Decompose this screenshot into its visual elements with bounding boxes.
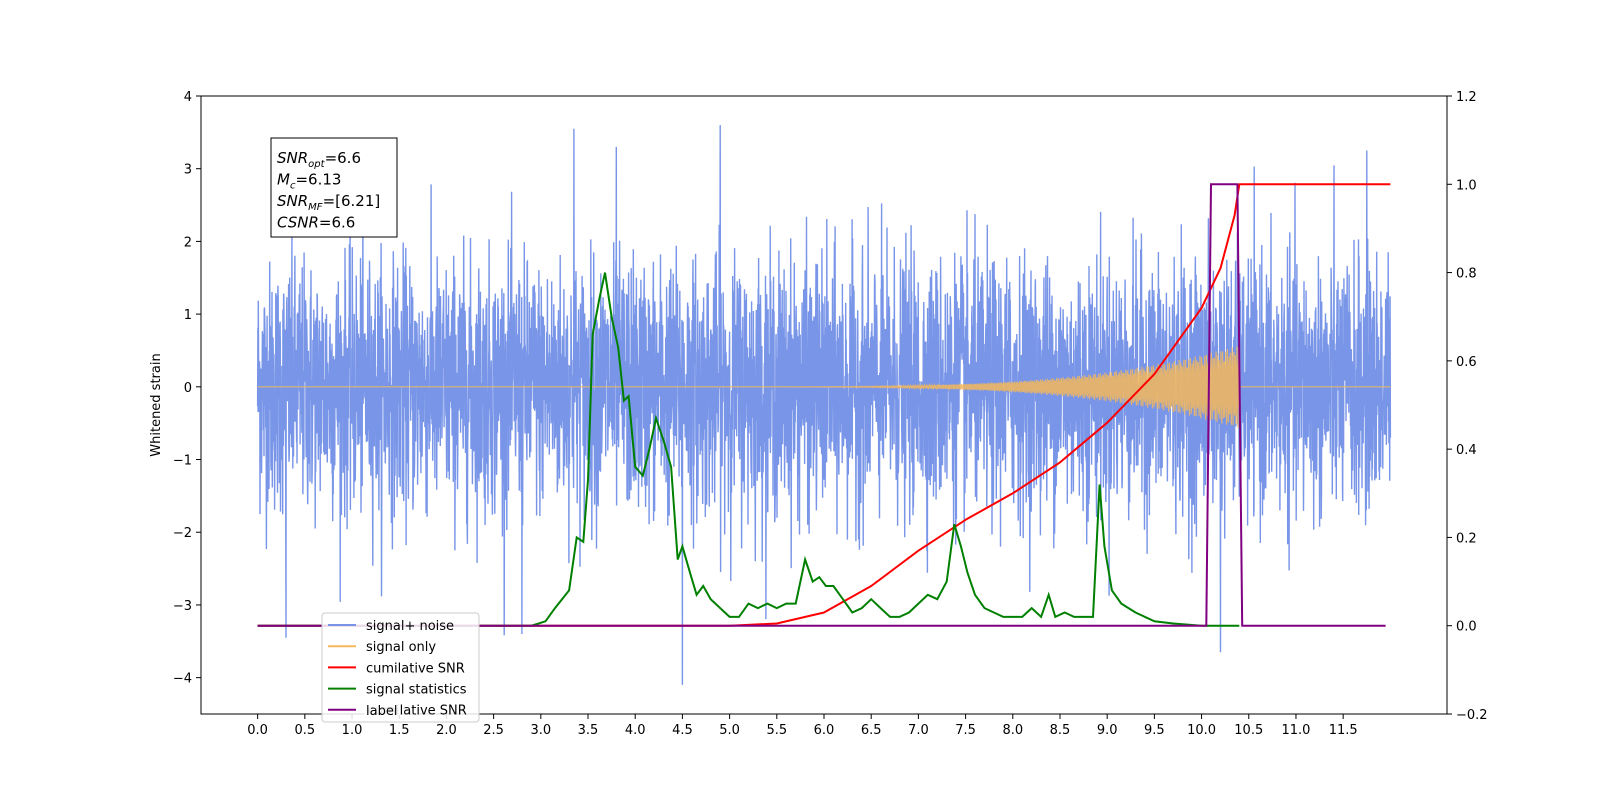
- x-tick-label: 3.5: [578, 723, 599, 738]
- series-signal-noise: [256, 125, 1392, 685]
- x-tick-label: 8.5: [1050, 723, 1071, 738]
- y-left-tick-label: 3: [184, 163, 192, 178]
- legend-entry: cumilative SNR: [366, 661, 465, 676]
- series-label: [257, 183, 1386, 627]
- x-tick-label: 11.0: [1281, 723, 1310, 738]
- y-left-tick-label: −1: [173, 454, 192, 469]
- x-tick-label: 4.0: [625, 723, 646, 738]
- x-tick-label: 1.0: [342, 723, 363, 738]
- x-tick-label: 10.0: [1187, 723, 1216, 738]
- x-tick-label: 11.5: [1329, 723, 1358, 738]
- annotation-line: Mc=6.13: [277, 171, 341, 192]
- series-signal-only: [257, 346, 1391, 428]
- y-left-tick-label: 1: [184, 308, 192, 323]
- y-axis-right: 1.2 1.0 0.8 0.6 0.4 0.2 0.0 −0.2: [1447, 90, 1488, 723]
- x-tick-label: 6.0: [814, 723, 835, 738]
- x-tick-label: 9.5: [1144, 723, 1165, 738]
- y-axis-left: 4 3 2 1 0 −1 −2 −3 −4: [173, 90, 201, 687]
- y-left-tick-label: −4: [173, 672, 192, 687]
- y-right-tick-label: 1.0: [1456, 178, 1477, 193]
- series-cumulative-snr: [257, 183, 1391, 627]
- annotation-line: SNRMF=[6.21]: [277, 192, 380, 213]
- x-tick-label: 7.0: [908, 723, 929, 738]
- x-tick-label: 5.0: [719, 723, 740, 738]
- x-tick-label: 6.5: [861, 723, 882, 738]
- legend-entry-label: label: [366, 704, 397, 719]
- annotation-line: CSNR=6.6: [277, 214, 355, 232]
- y-right-tick-label: 0.4: [1456, 443, 1477, 458]
- x-tick-label: 3.0: [530, 723, 551, 738]
- plot-area: [256, 125, 1392, 685]
- series-signal-statistics: [257, 272, 1240, 627]
- y-left-tick-label: 2: [184, 235, 192, 250]
- x-tick-label: 1.5: [389, 723, 410, 738]
- y-right-tick-label: 0.6: [1456, 355, 1477, 370]
- x-tick-label: 4.5: [672, 723, 693, 738]
- x-tick-label: 2.0: [436, 723, 457, 738]
- x-tick-label: 7.5: [955, 723, 976, 738]
- legend: signal+ noise signal only cumilative SNR si…: [321, 612, 480, 723]
- y-right-tick-label: 0.0: [1456, 620, 1477, 635]
- legend-entry: signal only: [366, 640, 436, 655]
- y-left-tick-label: −3: [173, 599, 192, 614]
- y-left-tick-label: −2: [173, 526, 192, 541]
- x-tick-label: 5.5: [766, 723, 787, 738]
- x-tick-label: 10.5: [1234, 723, 1263, 738]
- annotation-line: SNRopt=6.6: [277, 149, 361, 170]
- x-tick-label: 8.0: [1002, 723, 1023, 738]
- y-left-tick-label: 0: [184, 381, 192, 396]
- legend-entry: signal+ noise: [366, 619, 454, 634]
- y-right-tick-label: 1.2: [1456, 90, 1477, 105]
- y-right-tick-label: 0.2: [1456, 531, 1477, 546]
- y-right-tick-label: 0.8: [1456, 267, 1477, 282]
- legend-entry: signal statistics: [366, 683, 467, 698]
- x-tick-label: 9.0: [1097, 723, 1118, 738]
- x-tick-label: 2.5: [483, 723, 504, 738]
- y-axis-label: Whitened strain: [149, 353, 164, 456]
- x-tick-label: 0.5: [294, 723, 315, 738]
- x-tick-label: 0.0: [247, 723, 268, 738]
- x-axis: 0.0 0.5 1.0 1.5 2.0 2.5 3.0 3.5 4.0 4.5 5.0 5.5 6.0 6…: [247, 714, 1358, 738]
- y-left-tick-label: 4: [184, 90, 192, 105]
- y-right-tick-label: −0.2: [1456, 708, 1488, 723]
